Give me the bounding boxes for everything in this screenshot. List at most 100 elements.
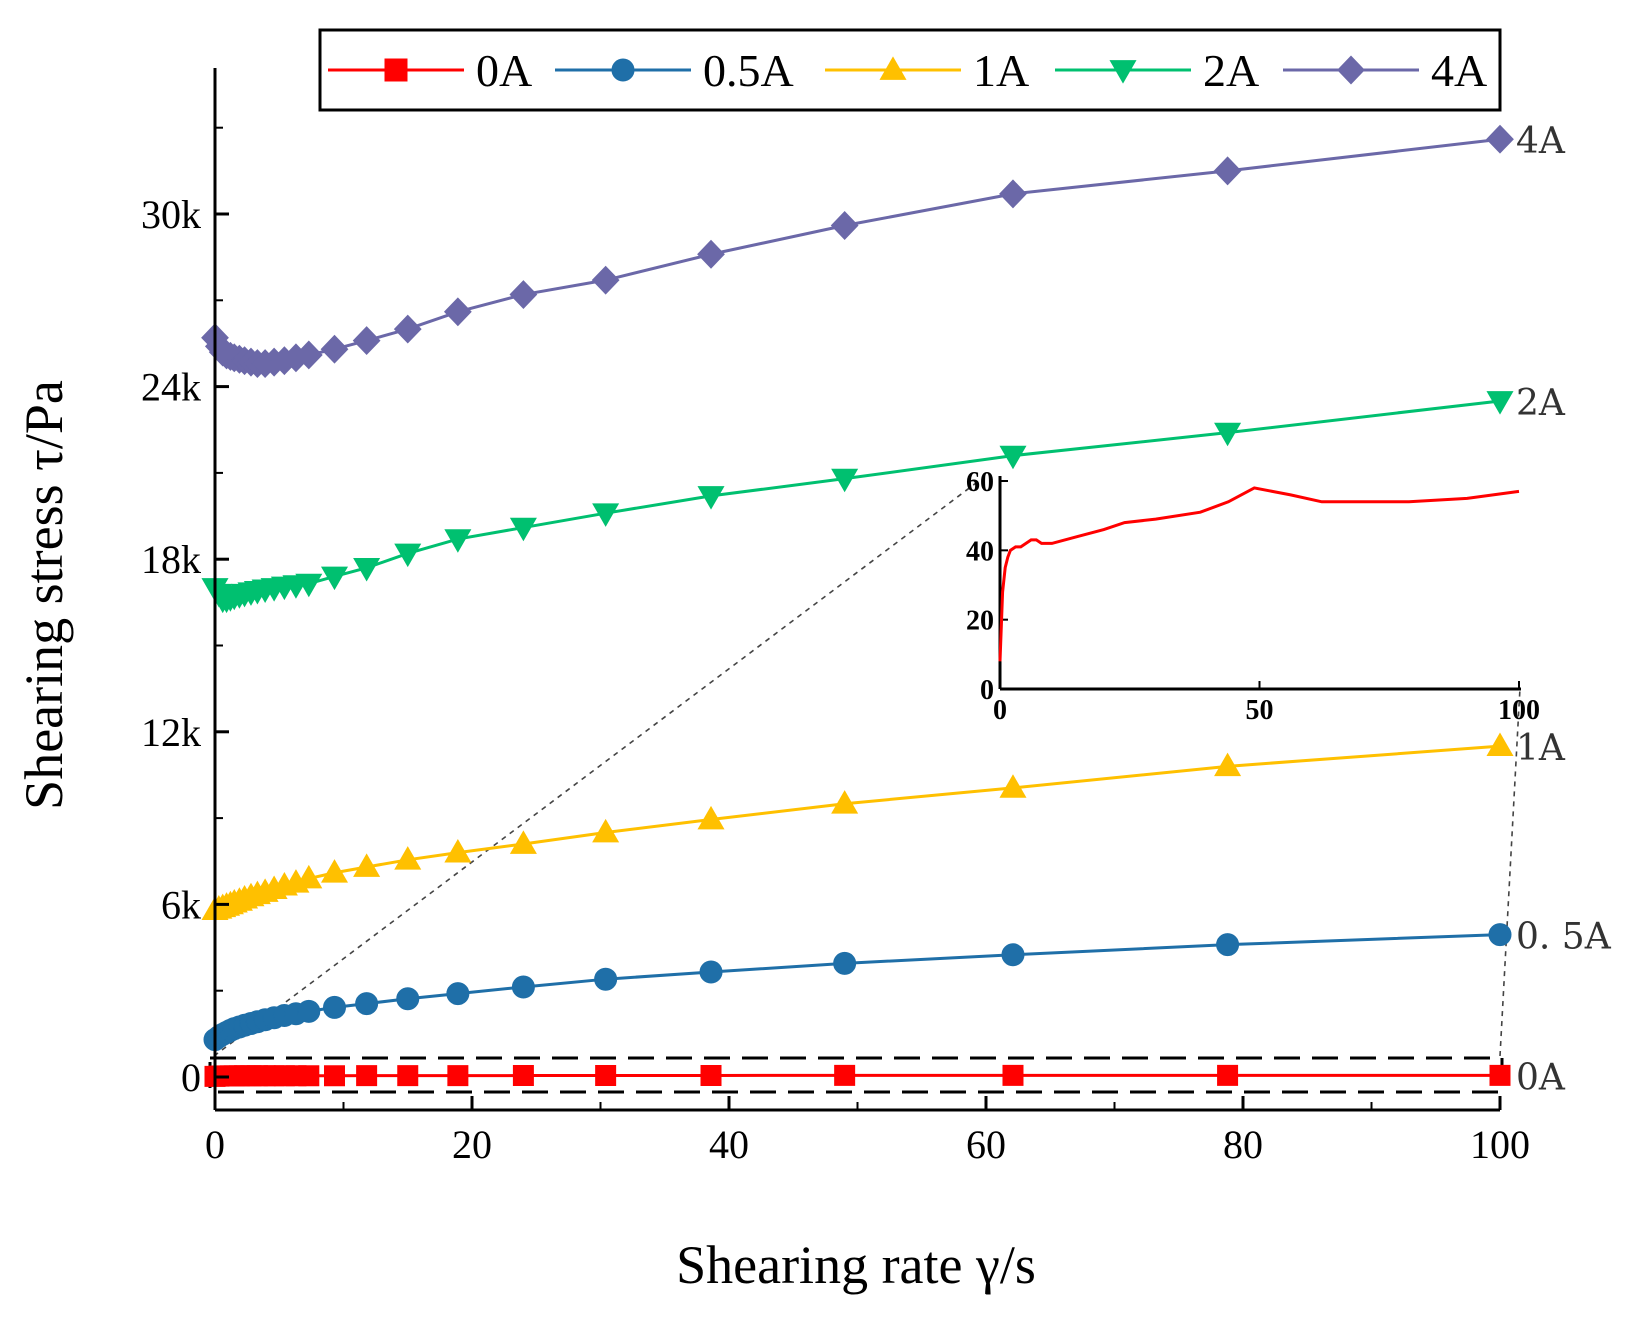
data-point bbox=[444, 529, 472, 553]
data-point bbox=[1002, 1064, 1024, 1086]
series-2A: 2A bbox=[201, 383, 1566, 614]
data-point bbox=[830, 211, 859, 240]
data-point bbox=[697, 805, 725, 830]
data-point bbox=[697, 486, 725, 510]
series-end-label: 0A bbox=[1516, 1057, 1566, 1098]
data-point bbox=[394, 846, 422, 870]
y-tick-label: 24k bbox=[141, 365, 201, 410]
zoom-guide-right bbox=[1499, 687, 1521, 1057]
legend-marker bbox=[611, 58, 635, 82]
series-line-1A bbox=[214, 744, 1501, 912]
data-point bbox=[1488, 923, 1512, 947]
data-point bbox=[320, 859, 349, 883]
data-point bbox=[1214, 422, 1242, 447]
data-point bbox=[509, 517, 537, 542]
x-tick-label: 0 bbox=[205, 1122, 225, 1167]
data-point bbox=[1486, 124, 1514, 154]
data-point bbox=[356, 1065, 378, 1087]
data-point bbox=[397, 1065, 419, 1087]
data-point bbox=[592, 818, 620, 843]
data-point bbox=[509, 280, 538, 310]
series-end-label: 2A bbox=[1516, 383, 1566, 424]
data-point bbox=[1213, 156, 1242, 186]
inset-y-tick-label: 20 bbox=[966, 606, 994, 637]
data-point bbox=[592, 503, 620, 527]
data-point bbox=[446, 982, 470, 1005]
data-point bbox=[697, 239, 725, 269]
x-tick-label: 60 bbox=[966, 1122, 1006, 1167]
x-axis-title: Shearing rate γ/s bbox=[676, 1235, 1036, 1295]
data-point bbox=[831, 790, 859, 814]
data-point bbox=[511, 975, 535, 999]
x-tick-label: 80 bbox=[1223, 1122, 1263, 1167]
x-tick-label: 20 bbox=[452, 1122, 492, 1167]
series-line-0.5A bbox=[214, 933, 1501, 1041]
data-point bbox=[591, 265, 620, 295]
data-point bbox=[294, 340, 323, 370]
main-axes: 0 20 40 60 80 100 0 6k 12k 18k 24k 30k bbox=[141, 68, 1530, 1167]
legend: 0A 0.5A 1A 2A 4A bbox=[318, 28, 1502, 112]
data-point bbox=[833, 951, 857, 975]
y-tick-label: 30k bbox=[141, 192, 201, 237]
data-point bbox=[512, 1065, 534, 1087]
data-point bbox=[999, 179, 1027, 209]
series-4A: 4A bbox=[201, 121, 1566, 379]
data-point bbox=[1217, 1064, 1239, 1086]
series-end-label: 4A bbox=[1516, 121, 1566, 162]
data-point bbox=[394, 543, 422, 568]
data-point bbox=[320, 566, 349, 591]
data-point bbox=[831, 468, 859, 493]
series-end-label: 1A bbox=[1516, 728, 1566, 769]
y-tick-label: 6k bbox=[161, 882, 201, 927]
legend-marker bbox=[1109, 60, 1137, 84]
inset-y-tick-label: 0 bbox=[980, 675, 994, 706]
data-point bbox=[295, 864, 323, 889]
data-point bbox=[352, 326, 381, 356]
data-point bbox=[594, 967, 618, 991]
data-point bbox=[320, 334, 349, 364]
data-point bbox=[396, 987, 420, 1011]
zoom-guide-left bbox=[213, 479, 981, 1057]
inset-x-tick-label: 100 bbox=[1498, 695, 1540, 726]
inset-y-tick-label: 60 bbox=[966, 467, 994, 498]
y-tick-label: 18k bbox=[141, 537, 201, 582]
inset-y-tick-label: 40 bbox=[966, 536, 994, 567]
data-point bbox=[1214, 752, 1242, 777]
legend-marker bbox=[384, 58, 408, 82]
series-0.5A: 0. 5A bbox=[203, 917, 1612, 1052]
legend-label: 0.5A bbox=[703, 45, 794, 96]
data-point bbox=[353, 853, 381, 877]
data-point bbox=[444, 838, 472, 863]
legend-label: 4A bbox=[1431, 45, 1487, 96]
data-point bbox=[595, 1065, 617, 1086]
y-axis-title: Shearing stress τ/Pa bbox=[14, 380, 74, 810]
data-point bbox=[999, 774, 1027, 798]
inset-background bbox=[1000, 478, 1522, 691]
series-1A: 1A bbox=[201, 728, 1566, 921]
legend-marker bbox=[879, 56, 907, 80]
data-point bbox=[295, 573, 323, 598]
legend-label: 0A bbox=[476, 45, 532, 96]
inset-x-tick-label: 0 bbox=[993, 695, 1007, 726]
data-point bbox=[999, 445, 1027, 470]
inset-x-tick-label: 50 bbox=[1246, 695, 1274, 726]
x-tick-label: 100 bbox=[1470, 1122, 1530, 1167]
y-tick-label: 0 bbox=[181, 1055, 201, 1100]
plot-series: 0A 0. 5A 1A 2A 4A bbox=[201, 121, 1612, 1098]
legend-label: 2A bbox=[1203, 45, 1259, 96]
data-point bbox=[1216, 933, 1240, 957]
data-point bbox=[699, 960, 723, 984]
data-point bbox=[1001, 943, 1025, 967]
legend-label: 1A bbox=[973, 45, 1029, 96]
data-point bbox=[447, 1065, 469, 1087]
data-point bbox=[509, 830, 537, 854]
data-point bbox=[1486, 732, 1514, 757]
y-tick-label: 12k bbox=[141, 710, 201, 755]
data-point bbox=[834, 1064, 856, 1086]
series-end-label: 0. 5A bbox=[1516, 917, 1612, 958]
data-point bbox=[323, 995, 347, 1019]
data-point bbox=[1486, 391, 1514, 415]
data-point bbox=[393, 314, 422, 344]
data-point bbox=[355, 992, 379, 1016]
